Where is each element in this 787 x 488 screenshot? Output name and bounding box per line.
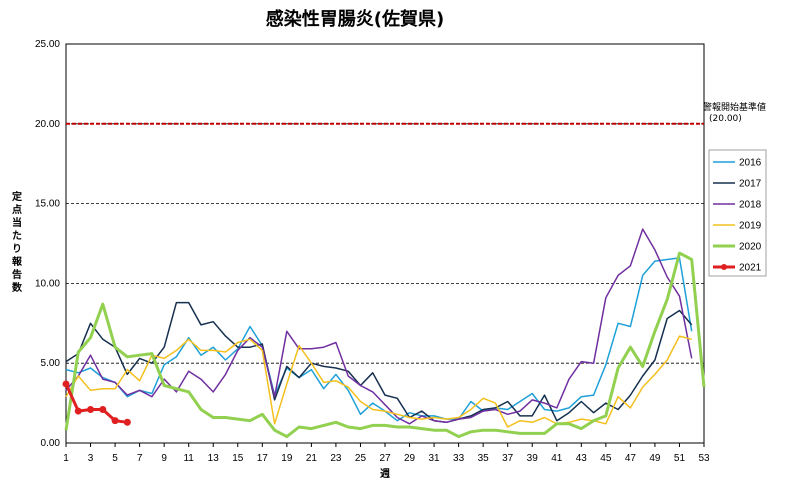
threshold-value-label: (20.00) — [709, 114, 742, 124]
data-point-2021 — [74, 407, 82, 415]
y-axis-label-char: 定 — [12, 190, 22, 203]
y-axis-ticks: 0.00 5.00 10.00 15.00 20.00 25.00 — [35, 39, 60, 449]
x-tick-label: 33 — [453, 453, 465, 464]
x-tick-label: 51 — [674, 453, 686, 464]
x-tick-label: 27 — [379, 453, 391, 464]
series-line-2017 — [65, 301, 693, 424]
x-tick-label: 5 — [112, 453, 118, 464]
legend-box — [708, 149, 767, 277]
x-tick-label: 17 — [257, 453, 269, 464]
data-point-2021 — [99, 405, 107, 413]
x-tick-label: 49 — [649, 453, 661, 464]
legend-label-2016: 2016 — [739, 158, 762, 169]
data-point-2021 — [62, 380, 70, 388]
y-axis-label-char: 当 — [12, 216, 22, 229]
y-tick-label: 25.00 — [35, 39, 60, 50]
x-tick-label: 13 — [208, 453, 220, 464]
chart-title: 感染性胃腸炎(佐賀県) — [266, 8, 444, 30]
x-tick-label: 3 — [88, 453, 94, 464]
data-point-2021 — [111, 417, 119, 425]
x-axis-ticks: 1 3 5 7 9 11 13 15 17 19 21 23 25 27 29 31 33 35 37 39 41 43 4… — [63, 443, 710, 464]
legend: 2016 2017 2018 2019 2020 2021 — [708, 149, 767, 277]
threshold-label: 警報開始基準値 — [703, 101, 766, 113]
data-point-2021 — [123, 418, 131, 426]
x-tick-label: 37 — [502, 453, 514, 464]
y-tick-label: 5.00 — [41, 358, 61, 369]
legend-label-2019: 2019 — [739, 221, 762, 232]
y-tick-label: 0.00 — [41, 438, 61, 449]
x-tick-label: 21 — [306, 453, 318, 464]
y-axis-label-char: 数 — [12, 281, 23, 294]
x-tick-label: 9 — [161, 453, 167, 464]
series-layer — [62, 228, 706, 439]
series-line-2016 — [65, 257, 693, 422]
x-tick-label: 43 — [576, 453, 588, 464]
x-tick-label: 35 — [478, 453, 490, 464]
y-tick-label: 20.00 — [35, 119, 60, 130]
legend-label-2020: 2020 — [739, 242, 762, 253]
x-tick-label: 25 — [355, 453, 367, 464]
y-axis-label-char: 点 — [12, 203, 22, 216]
legend-label-2017: 2017 — [739, 179, 762, 190]
y-axis-label-char: 告 — [12, 268, 22, 281]
series-line-2019 — [65, 335, 692, 428]
series-line-2020 — [64, 251, 706, 439]
legend-label-2021: 2021 — [739, 263, 762, 274]
x-tick-label: 23 — [330, 453, 342, 464]
x-tick-label: 11 — [183, 453, 194, 464]
x-tick-label: 53 — [698, 453, 710, 464]
data-point-2021 — [87, 405, 95, 413]
x-tick-label: 45 — [600, 453, 612, 464]
legend-label-2018: 2018 — [739, 200, 762, 211]
y-axis-label-char: た — [12, 230, 22, 242]
x-tick-label: 41 — [551, 453, 563, 464]
x-tick-label: 19 — [281, 453, 293, 464]
x-axis-label: 週 — [380, 468, 390, 480]
legend-marker-2021 — [721, 264, 727, 270]
x-tick-label: 31 — [429, 453, 441, 464]
plot-area — [65, 43, 705, 444]
x-tick-label: 47 — [625, 453, 637, 464]
y-tick-label: 15.00 — [35, 199, 60, 210]
threshold-group: 警報開始基準値 (20.00) — [66, 101, 766, 125]
x-tick-label: 1 — [63, 453, 69, 464]
x-tick-label: 7 — [137, 453, 143, 464]
x-tick-label: 39 — [527, 453, 539, 464]
y-axis-label-char: 報 — [12, 255, 23, 268]
y-axis-label-char: り — [12, 243, 22, 255]
x-tick-label: 29 — [404, 453, 416, 464]
y-tick-label: 10.00 — [35, 278, 60, 289]
x-tick-label: 15 — [232, 453, 244, 464]
